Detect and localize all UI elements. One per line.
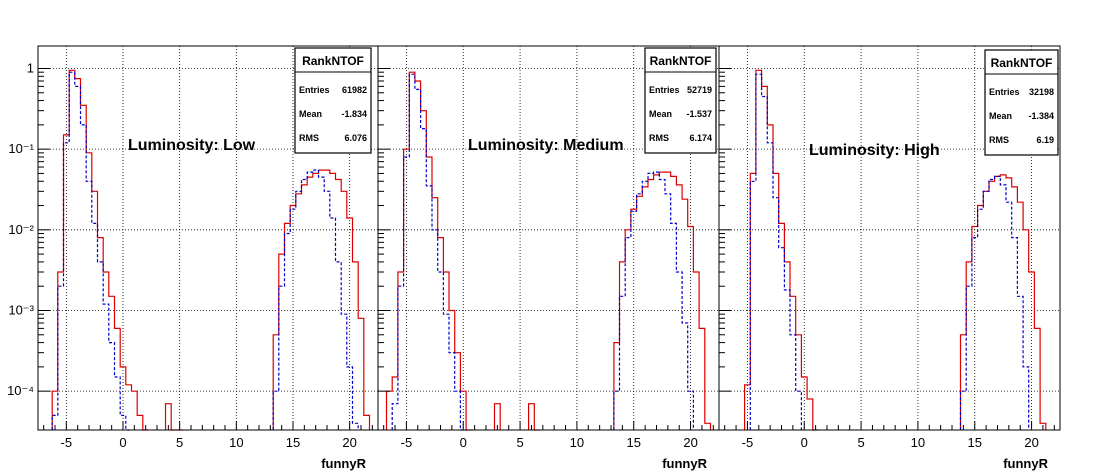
luminosity-annotation: Luminosity: High xyxy=(809,142,940,159)
x-tick-label: -5 xyxy=(742,435,754,450)
stats-value: 52719 xyxy=(687,85,712,95)
stats-value: 32198 xyxy=(1029,87,1054,97)
stats-value: 61982 xyxy=(342,85,367,95)
y-tick-label: 10⁻² xyxy=(8,222,34,237)
x-tick-label: 5 xyxy=(516,435,523,450)
x-tick-label: 0 xyxy=(119,435,126,450)
x-axis-label: funnyR xyxy=(662,456,707,471)
x-tick-label: 15 xyxy=(286,435,300,450)
stats-box-frame xyxy=(294,47,372,154)
stats-label: Entries xyxy=(299,85,330,95)
stats-box: RankNTOF Entries 52719 Mean -1.537 RMS 6.174 xyxy=(644,47,717,154)
stats-label: RMS xyxy=(299,133,319,143)
panel-3: -5 0 5 10 15 20 funnyR Luminosity: High RankNTOF… xyxy=(718,45,1061,471)
stats-label: Mean xyxy=(989,111,1012,121)
stats-label: Mean xyxy=(649,109,672,119)
x-tick-label: 15 xyxy=(968,435,982,450)
stats-label: RMS xyxy=(989,135,1009,145)
x-tick-label: 5 xyxy=(857,435,864,450)
panel-1: -5 0 5 10 15 20 1 10⁻¹ 10⁻² 10⁻³ 10⁻⁴ funnyR Luminos… xyxy=(7,45,379,471)
stats-title: RankNTOF xyxy=(302,54,364,68)
stats-title: RankNTOF xyxy=(991,56,1053,70)
stats-value: -1.537 xyxy=(686,109,712,119)
series-2-dashed xyxy=(749,73,1030,430)
y-tick-label: 1 xyxy=(27,60,34,75)
stats-label: RMS xyxy=(649,133,669,143)
stats-box-frame xyxy=(984,49,1059,156)
x-tick-label: 0 xyxy=(801,435,808,450)
stats-box: RankNTOF Entries 61982 Mean -1.834 RMS 6.076 xyxy=(294,47,372,154)
series-2-dashed xyxy=(51,71,359,431)
x-tick-label: 20 xyxy=(342,435,356,450)
x-tick-label: 10 xyxy=(229,435,243,450)
x-tick-label: 10 xyxy=(570,435,584,450)
x-tick-label: 5 xyxy=(176,435,183,450)
y-tick-label: 10⁻³ xyxy=(8,302,34,317)
x-tick-label: 0 xyxy=(460,435,467,450)
x-tick-label: 10 xyxy=(911,435,925,450)
stats-value: -1.384 xyxy=(1028,111,1054,121)
y-tick-label: 10⁻⁴ xyxy=(7,383,34,398)
stats-value: 6.19 xyxy=(1036,135,1054,145)
x-axis-label: funnyR xyxy=(321,456,366,471)
x-tick-label: 15 xyxy=(627,435,641,450)
stats-value: -1.834 xyxy=(341,109,367,119)
stats-value: 6.076 xyxy=(344,133,367,143)
stats-box-frame xyxy=(644,47,717,154)
panel-2: -5 0 5 10 15 20 funnyR Luminosity: Medium RankNT… xyxy=(377,45,720,471)
stats-box: RankNTOF Entries 32198 Mean -1.384 RMS 6.19 xyxy=(984,49,1059,156)
x-tick-label: 20 xyxy=(683,435,697,450)
stats-value: 6.174 xyxy=(689,133,712,143)
x-axis-label: funnyR xyxy=(1003,456,1048,471)
x-tick-label: 20 xyxy=(1024,435,1038,450)
x-tick-label: -5 xyxy=(61,435,73,450)
stats-label: Entries xyxy=(649,85,680,95)
y-tick-label: 10⁻¹ xyxy=(8,141,34,156)
stats-label: Mean xyxy=(299,109,322,119)
luminosity-annotation: Luminosity: Low xyxy=(128,137,256,154)
stats-title: RankNTOF xyxy=(650,54,712,68)
series-2-dashed xyxy=(391,73,694,431)
x-tick-label: -5 xyxy=(401,435,413,450)
luminosity-annotation: Luminosity: Medium xyxy=(468,137,624,154)
stats-label: Entries xyxy=(989,87,1020,97)
